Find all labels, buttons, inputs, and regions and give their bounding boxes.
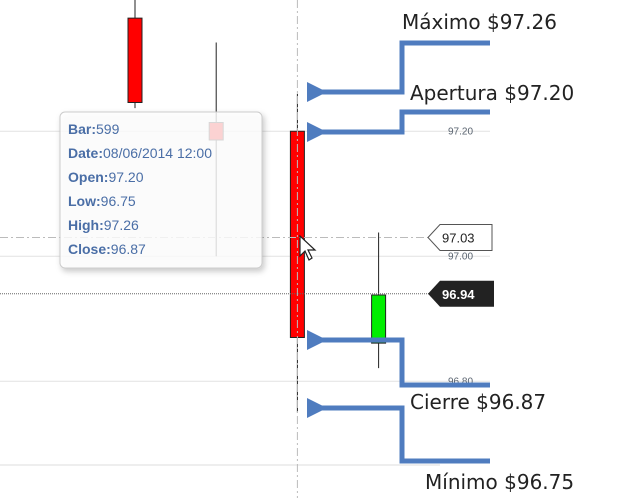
arrow [307,40,490,102]
tooltip-row: High:97.26 [68,217,139,233]
tooltip-row: Open:97.20 [68,169,144,185]
mouse-cursor [299,234,317,261]
tooltip: Bar:599 Date:08/06/2014 12:00 Open:97.20 Lo… [59,111,263,269]
y-tick-label: 97.20 [448,126,473,137]
last-price-label: 96.94 [442,287,475,302]
arrow [307,330,490,388]
y-tick-label: 97.00 [448,251,473,262]
candle-body [371,294,387,344]
tooltip-label: Low: [68,193,101,209]
tooltip-row: Low:96.75 [68,193,136,209]
arrow [307,398,490,464]
tooltip-label: Close: [68,241,111,257]
candle-body [127,17,143,103]
y-tick-label: 96.80 [448,376,473,387]
tooltip-value: 96.87 [111,241,146,257]
annotation: Apertura $97.20 [410,81,574,105]
tooltip-value: 96.75 [101,193,136,209]
tooltip-box [59,111,263,269]
annotation: Mínimo $96.75 [425,470,574,494]
tooltip-value: 599 [96,121,120,137]
tooltip-row: Close:96.87 [68,241,146,257]
crosshair-price-label: 97.03 [442,231,475,246]
tooltip-label: High: [68,217,104,233]
tooltip-label: Date: [68,145,103,161]
tooltip-label: Open: [68,169,108,185]
price-labels: 97.20 97.00 96.80 97.03 96.94 [427,126,494,387]
arrow [307,109,490,142]
tooltip-value: 97.20 [108,169,143,185]
annotation: Cierre $96.87 [410,390,546,414]
tooltip-value: 97.26 [104,217,139,233]
tooltip-row: Bar:599 [68,121,120,137]
tooltip-label: Bar: [68,121,96,137]
last-price-box [428,280,494,307]
tooltip-row: Date:08/06/2014 12:00 [68,145,212,161]
annotations: Máximo $97.26 Apertura $97.20 Cierre $96… [307,10,574,494]
tooltip-value: 08/06/2014 12:00 [103,145,212,161]
crosshair-price-box [427,224,493,251]
annotation: Máximo $97.26 [402,10,557,34]
